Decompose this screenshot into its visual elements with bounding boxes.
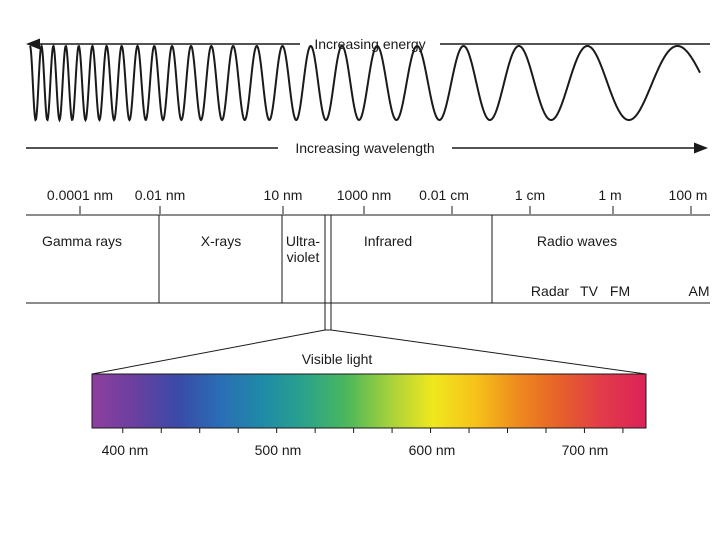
scale-tick-label: 0.0001 nm [47,187,113,203]
visible-tick-label: 700 nm [562,442,609,458]
radio-subband-label: TV [580,283,599,299]
wavelength-scale: 0.0001 nm 0.01 nm 10 nm 1000 nm 0.01 cm … [47,187,708,214]
visible-light-label: Visible light [302,351,373,367]
band-infrared-label: Infrared [364,233,412,249]
band-uv-label-line1: Ultra- [286,233,321,249]
scale-tick-label: 0.01 cm [419,187,469,203]
wave-line [29,43,701,123]
visible-tick-label: 600 nm [409,442,456,458]
scale-tick-label: 100 m [669,187,708,203]
visible-spectrum-strip [91,373,647,429]
arrowhead-right-icon [694,142,708,154]
wavelength-arrow: Increasing wavelength [26,140,708,156]
scale-tick-label: 10 nm [264,187,303,203]
arrowhead-left-icon [26,38,40,50]
visible-tick-label: 400 nm [102,442,149,458]
visible-zoom-lines [91,329,647,375]
wavelength-label: Increasing wavelength [295,140,434,156]
radio-subband-label: AM [689,283,710,299]
visible-tick-label: 500 nm [255,442,302,458]
radio-subband-label: FM [610,283,630,299]
radio-subband-label: Radar [531,283,569,299]
scale-tick-label: 1 cm [515,187,545,203]
energy-label: Increasing energy [314,36,425,52]
band-uv-label-line2: violet [287,249,320,265]
scale-tick-label: 0.01 nm [135,187,186,203]
energy-arrow: Increasing energy [26,36,710,52]
band-xray-label: X-rays [201,233,241,249]
band-gamma-label: Gamma rays [42,233,122,249]
scale-tick-label: 1 m [598,187,621,203]
visible-axis-ticks [122,428,624,433]
scale-tick-label: 1000 nm [337,187,391,203]
band-radio-label: Radio waves [537,233,617,249]
spectrum-bands: Gamma rays X-rays Ultra- violet Infrared… [26,214,710,330]
